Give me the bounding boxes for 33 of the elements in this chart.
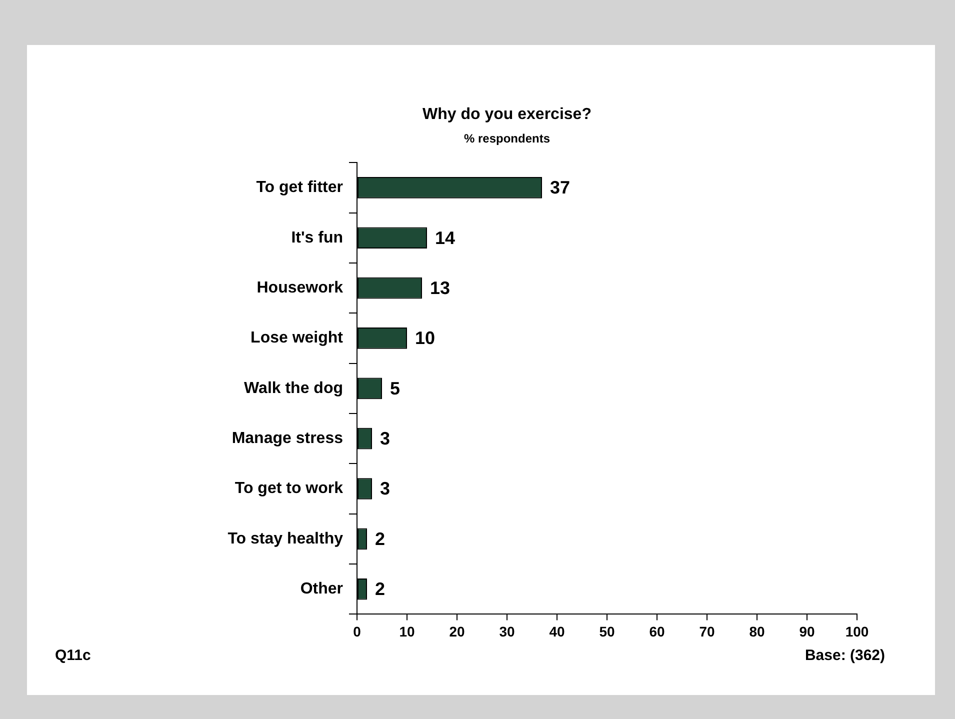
x-tick-label: 20: [449, 623, 465, 640]
x-tick-label: 90: [799, 623, 815, 640]
data-label: 37: [550, 178, 570, 198]
x-tick-label: 60: [649, 623, 665, 640]
data-label: 2: [375, 579, 386, 600]
y-tick-label: To stay healthy: [228, 530, 344, 548]
y-tick-label: Manage stress: [232, 430, 344, 447]
x-tick-label: 10: [399, 623, 415, 640]
chart-subtitle: % respondents: [464, 132, 550, 146]
data-label: 3: [380, 478, 390, 499]
data-label: 13: [430, 278, 450, 298]
y-tick-label: To get to work: [234, 480, 344, 498]
data-label: 3: [380, 428, 390, 449]
x-tick-label: 0: [353, 623, 362, 640]
y-tick-label: It's fun: [291, 229, 343, 246]
y-tick-label: Lose weight: [250, 330, 344, 347]
y-tick-label: Walk the dog: [244, 380, 343, 397]
x-tick-label: 30: [499, 623, 515, 640]
chart-title: Why do you exercise?: [422, 106, 592, 124]
data-label: 5: [390, 378, 400, 398]
x-tick-label: 80: [749, 623, 765, 640]
data-label: 14: [435, 228, 456, 248]
data-label: 10: [415, 328, 436, 348]
x-tick-label: 100: [845, 623, 869, 640]
y-tick-label: To get fitter: [256, 179, 343, 196]
text: Q11c: [55, 647, 91, 664]
data-label: 2: [375, 528, 386, 549]
text: Base: (362): [804, 647, 885, 664]
y-tick-label: Housework: [256, 279, 344, 296]
x-tick-label: 40: [549, 623, 565, 640]
y-tick-label: Other: [300, 580, 343, 598]
x-tick-label: 50: [599, 623, 615, 640]
x-tick-label: 70: [699, 623, 715, 640]
